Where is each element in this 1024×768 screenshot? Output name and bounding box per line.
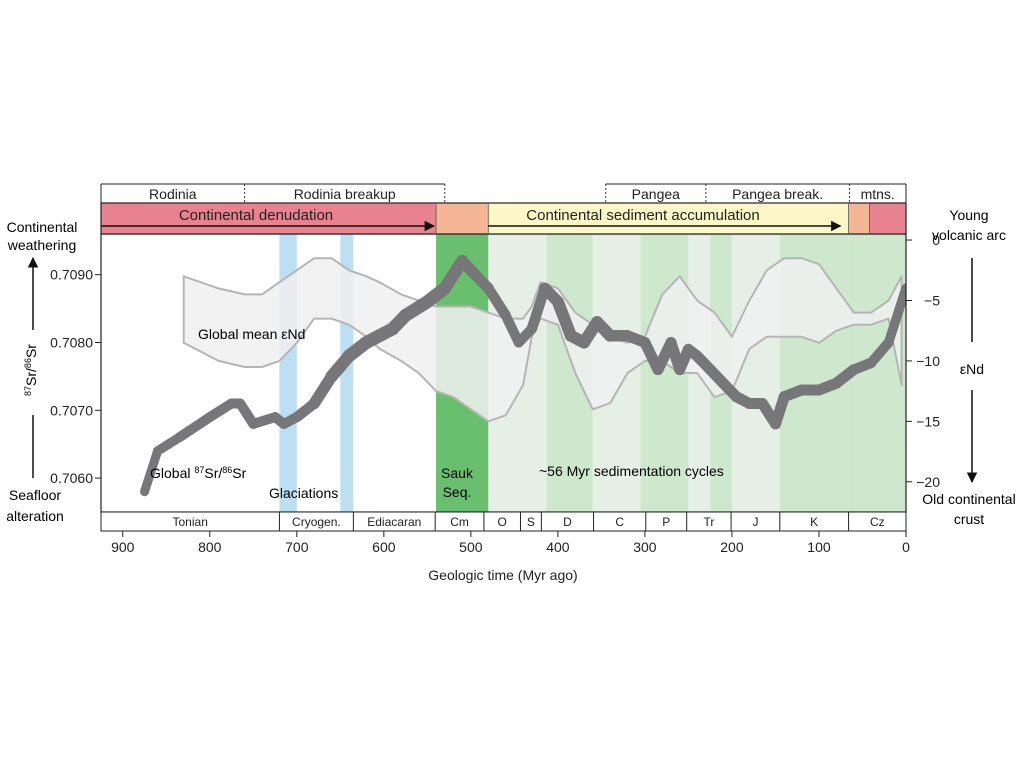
sauk-label-1: Sauk: [441, 465, 474, 481]
left-tick-label: 0.7080: [50, 334, 93, 350]
right-top-label-1: Young: [949, 207, 988, 223]
x-tick-label: 900: [111, 539, 135, 555]
left-top-label-1: Continental: [7, 219, 78, 235]
sr-curve: [140, 254, 906, 497]
regime-frame: [100, 202, 907, 235]
period-label: O: [498, 515, 507, 529]
regime-row: Continental denudation Continental sedime…: [100, 202, 907, 235]
left-axis: 0.7090 0.7080 0.7070 0.7060: [50, 267, 101, 486]
period-label: Cz: [870, 515, 885, 529]
x-tick-label: 800: [198, 539, 222, 555]
cycles-label: ~56 Myr sedimentation cycles: [539, 463, 724, 479]
x-tick-label: 200: [720, 539, 744, 555]
end-envelope-label: Global mean εNd: [198, 326, 305, 342]
right-tick-label: −15: [916, 413, 940, 429]
tectonic-label: Pangea: [632, 186, 680, 202]
regime-block: [848, 203, 870, 234]
period-label: Tonian: [173, 515, 208, 529]
period-label: Ediacaran: [367, 515, 421, 529]
period-label: J: [752, 515, 758, 529]
regime-block: [869, 203, 906, 234]
right-tick-label: 0: [932, 232, 940, 248]
right-tick-label: −10: [916, 353, 940, 369]
period-label: S: [527, 515, 535, 529]
sr-curve-label: Global 87Sr/86Sr: [150, 465, 247, 481]
period-label: C: [615, 515, 624, 529]
regime-block: [101, 203, 437, 234]
left-axis-title: 87Sr/86Sr: [23, 344, 39, 396]
right-top-label-2: volcanic arc: [932, 227, 1006, 243]
tectonic-label: Rodinia breakup: [294, 186, 396, 202]
right-bottom-label-1: Old continental: [922, 491, 1015, 507]
period-label: Cryogen.: [292, 515, 341, 529]
x-tick-label: 300: [633, 539, 657, 555]
tectonic-row: Rodinia Rodinia breakup Pangea Pangea break…: [100, 183, 907, 203]
right-bottom-label-2: crust: [954, 511, 984, 527]
regime-label: Continental denudation: [179, 207, 333, 224]
sr-curve-segment: [551, 295, 577, 342]
tectonic-bg: [101, 184, 446, 203]
left-bottom-label-2: alteration: [6, 508, 64, 524]
right-axis: 0 −5 −10 −15 −20: [906, 232, 940, 490]
x-tick-label: 600: [372, 539, 396, 555]
tectonic-label: Pangea break.: [732, 186, 823, 202]
tectonic-label: Rodinia: [149, 186, 197, 202]
sr-curve-segment: [174, 412, 215, 443]
period-label: Cm: [450, 515, 469, 529]
tectonic-label: mtns.: [861, 186, 895, 202]
left-top-label-2: weathering: [7, 237, 77, 253]
x-tick-label: 100: [807, 539, 831, 555]
regime-block: [436, 203, 489, 234]
right-tick-label: −20: [916, 474, 940, 490]
x-tick-label: 0: [902, 539, 910, 555]
period-label: P: [662, 515, 670, 529]
sr-curve-segment: [883, 283, 906, 348]
left-tick-label: 0.7060: [50, 470, 93, 486]
period-strip: Tonian Cryogen. Ediacaran Cm O S D C P Tr J K Cz: [100, 511, 907, 532]
period-label: Tr: [703, 515, 714, 529]
sr-curve-segment: [526, 282, 551, 335]
x-axis-label: Geologic time (Myr ago): [428, 567, 577, 583]
right-axis-title: εNd: [960, 361, 984, 377]
glaciations-label: Glaciations: [269, 485, 338, 501]
period-label: D: [563, 515, 572, 529]
left-bottom-label-1: Seafloor: [9, 487, 61, 503]
x-axis: 900 800 700 600 500 400 300 200 100 0: [101, 530, 910, 555]
regime-label: Continental sediment accumulation: [526, 207, 759, 224]
left-tick-label: 0.7090: [50, 267, 93, 283]
regime-block: [488, 203, 849, 234]
right-tick-label: −5: [924, 292, 940, 308]
x-tick-label: 400: [546, 539, 570, 555]
period-label: K: [810, 515, 818, 529]
sr-curve-segment: [140, 446, 163, 497]
sr-curve-segment: [483, 282, 511, 321]
x-tick-label: 500: [459, 539, 483, 555]
x-tick-label: 700: [285, 539, 309, 555]
left-tick-label: 0.7070: [50, 402, 93, 418]
sauk-label-2: Seq.: [443, 484, 472, 500]
